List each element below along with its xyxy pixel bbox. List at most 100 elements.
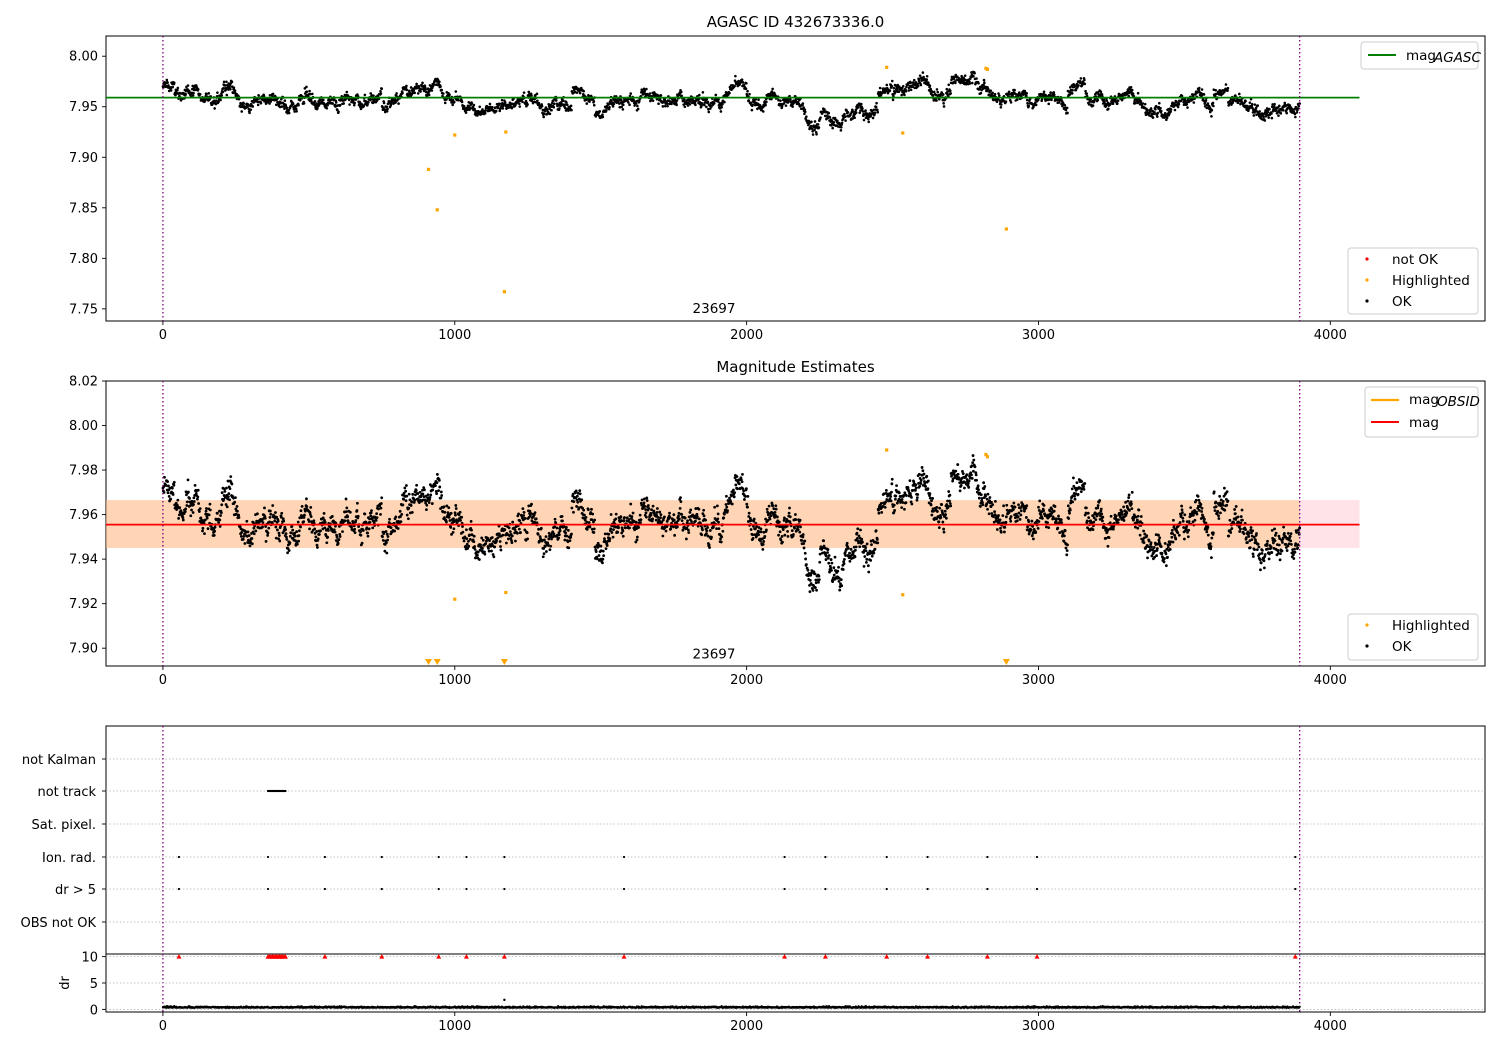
ok-point — [319, 529, 322, 533]
ok-point — [1141, 102, 1145, 105]
ok-point — [892, 503, 896, 507]
ok-point — [225, 486, 228, 490]
ok-point — [815, 132, 818, 136]
ok-point — [686, 519, 689, 523]
ok-point — [942, 102, 945, 105]
ok-point — [803, 110, 807, 114]
ok-point — [438, 485, 442, 489]
ok-point — [904, 501, 908, 505]
ok-point — [296, 520, 300, 524]
ok-point — [525, 531, 529, 535]
ok-point — [323, 521, 327, 524]
ok-point — [190, 508, 193, 512]
ok-point — [519, 531, 522, 534]
ok-point — [291, 528, 295, 532]
ok-point — [234, 496, 237, 499]
ok-point — [196, 488, 200, 492]
ok-point — [425, 503, 429, 507]
ok-point — [313, 100, 317, 103]
ok-point — [925, 78, 929, 81]
ok-point — [166, 491, 170, 495]
ok-point — [631, 511, 635, 515]
ok-point — [683, 98, 686, 102]
ok-point — [781, 528, 785, 532]
ok-point — [935, 505, 939, 509]
ok-point — [299, 509, 303, 513]
ok-point — [954, 469, 958, 473]
ok-point — [763, 535, 767, 538]
ok-point — [192, 496, 196, 500]
ok-point — [874, 105, 878, 109]
ok-point — [775, 515, 779, 519]
ok-point — [348, 510, 352, 514]
ok-point — [451, 103, 454, 107]
ok-point — [354, 519, 358, 522]
ok-point — [165, 78, 169, 82]
ok-point — [468, 533, 471, 537]
ok-point — [601, 113, 604, 116]
ok-point — [330, 515, 334, 518]
ok-point — [862, 118, 866, 122]
ok-point — [645, 499, 649, 502]
ok-point — [530, 94, 533, 97]
ok-point — [701, 103, 704, 106]
ok-point — [832, 566, 836, 570]
ok-point — [920, 466, 924, 469]
ok-point — [478, 105, 482, 109]
ok-point — [890, 482, 894, 486]
ok-point — [888, 89, 892, 92]
ok-point — [198, 93, 202, 96]
ok-point — [716, 512, 720, 516]
ok-point — [943, 509, 947, 513]
ok-point — [522, 511, 526, 514]
ok-point — [942, 530, 946, 534]
ok-point — [293, 534, 297, 538]
ok-point — [768, 517, 772, 521]
ok-point — [645, 496, 649, 500]
ok-point — [817, 578, 821, 582]
ok-point — [792, 533, 795, 536]
ok-point — [178, 506, 182, 510]
ok-point — [452, 100, 456, 104]
ok-point — [848, 551, 851, 555]
ok-point — [865, 557, 869, 561]
ok-point — [1159, 106, 1162, 110]
ok-point — [794, 518, 798, 521]
ok-point — [712, 525, 715, 529]
ok-point — [658, 98, 662, 101]
ok-point — [191, 94, 195, 97]
ok-point — [441, 92, 445, 95]
ok-point — [827, 111, 831, 115]
ok-point — [1070, 92, 1074, 95]
ok-point — [938, 506, 942, 510]
ok-point — [585, 102, 589, 105]
ok-point — [594, 550, 598, 553]
ok-point — [344, 497, 348, 501]
ok-point — [810, 120, 813, 124]
ok-point — [629, 92, 633, 95]
ok-point — [612, 528, 615, 532]
ok-point — [954, 81, 957, 85]
ok-point — [706, 526, 709, 529]
ok-point — [561, 519, 564, 523]
ok-point — [633, 104, 636, 107]
ok-point — [296, 542, 299, 546]
ok-point — [490, 549, 493, 553]
ok-point — [724, 494, 728, 498]
ok-point — [914, 486, 918, 490]
ok-point — [733, 491, 737, 495]
ok-point — [840, 584, 844, 588]
ok-point — [609, 527, 613, 531]
ok-point — [642, 87, 646, 91]
ok-point — [900, 93, 903, 97]
ok-point — [842, 562, 846, 566]
ok-point — [527, 90, 531, 94]
ok-point — [853, 548, 857, 552]
ok-point — [271, 92, 275, 96]
ok-point — [1267, 116, 1270, 119]
ok-point — [297, 529, 301, 533]
ok-point — [430, 502, 434, 505]
ok-point — [765, 100, 768, 104]
ok-point — [542, 552, 546, 556]
ok-point — [762, 540, 766, 543]
